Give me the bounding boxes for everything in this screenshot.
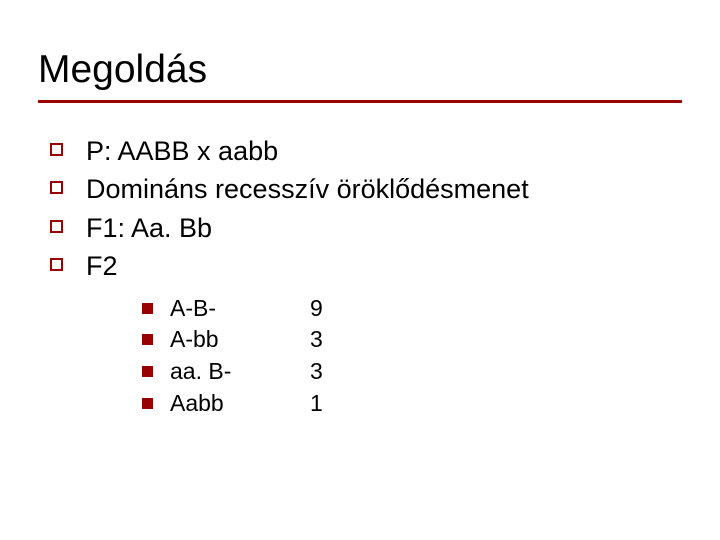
list-item: P: AABB x aabb <box>44 133 682 169</box>
bullet-text: F2 <box>86 251 118 281</box>
table-row: aa. B- 3 <box>140 356 682 388</box>
page-title: Megoldás <box>38 48 682 92</box>
bullet-list: P: AABB x aabb Domináns recesszív öröklő… <box>38 133 682 420</box>
bullet-text: P: AABB x aabb <box>86 136 278 166</box>
table-row: A-bb 3 <box>140 324 682 356</box>
ratio-cell: 9 <box>310 293 370 325</box>
genotype-cell: A-bb <box>170 324 310 356</box>
sub-bullet-list: A-B- 9 A-bb 3 aa. B- 3 Aabb 1 <box>86 293 682 420</box>
genotype-cell: Aabb <box>170 388 310 420</box>
bullet-text: F1: Aa. Bb <box>86 213 212 243</box>
ratio-cell: 1 <box>310 388 370 420</box>
ratio-cell: 3 <box>310 324 370 356</box>
table-row: A-B- 9 <box>140 293 682 325</box>
table-row: Aabb 1 <box>140 388 682 420</box>
title-underline <box>38 100 682 103</box>
list-item: F2 A-B- 9 A-bb 3 aa. B- 3 Aabb 1 <box>44 248 682 419</box>
list-item: Domináns recesszív öröklődésmenet <box>44 171 682 207</box>
genotype-cell: A-B- <box>170 293 310 325</box>
genotype-cell: aa. B- <box>170 356 310 388</box>
list-item: F1: Aa. Bb <box>44 210 682 246</box>
slide: Megoldás P: AABB x aabb Domináns recessz… <box>0 0 720 540</box>
bullet-text: Domináns recesszív öröklődésmenet <box>86 174 529 204</box>
ratio-cell: 3 <box>310 356 370 388</box>
